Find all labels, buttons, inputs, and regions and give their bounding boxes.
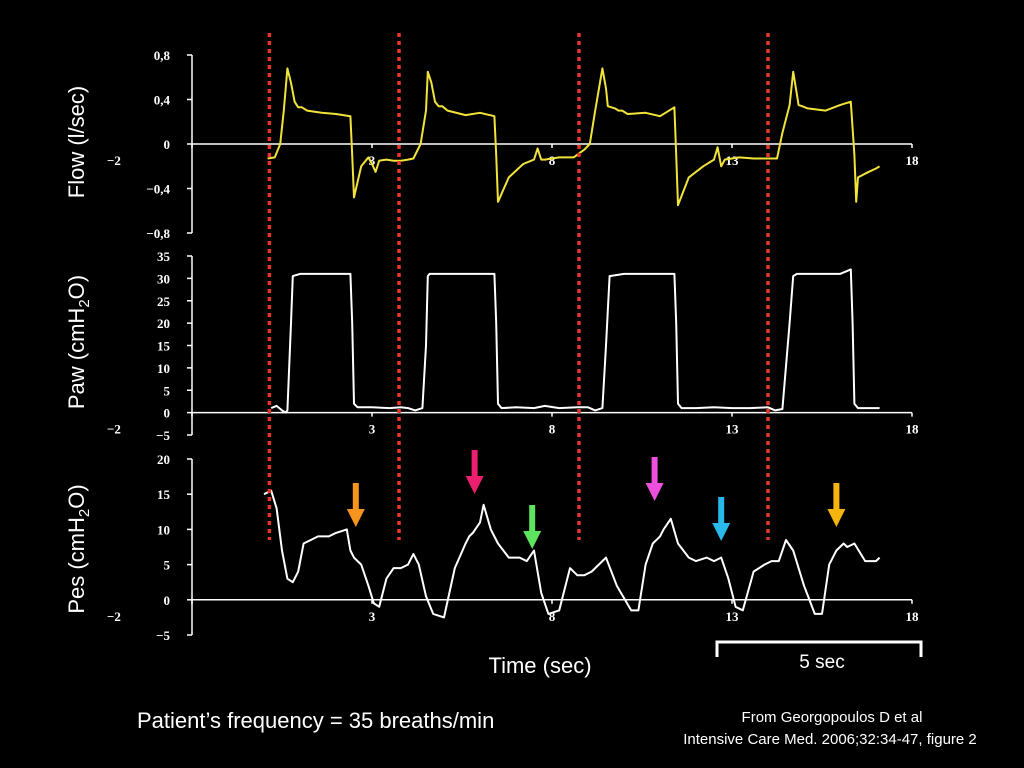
paw-y-tick-label: 0: [164, 406, 171, 421]
pes-x-tick-label: 3: [369, 609, 376, 624]
citation-line-2: Intensive Care Med. 2006;32:34-47, figur…: [683, 731, 977, 748]
paw-x-tick-label: 13: [726, 422, 740, 437]
flow-x-tick-label: 13: [726, 153, 740, 168]
paw-y-tick-label: 25: [157, 294, 171, 309]
paw-x-tick-label: 18: [906, 422, 920, 437]
flow-x-tick-label: 18: [906, 153, 920, 168]
flow-y-tick-label: −0,4: [146, 182, 170, 197]
flow-y-tick-label: 0,4: [154, 93, 171, 108]
arrow-pink-icon: [645, 457, 664, 501]
pes-y-tick-label: 0: [164, 593, 171, 608]
pes-y-tick-label: 20: [157, 452, 170, 467]
paw-y-tick-label: 5: [164, 383, 171, 398]
pes-x-tick-label: 8: [549, 609, 556, 624]
flow-y-tick-label: −0,8: [146, 226, 170, 241]
pes-x-tick-label: 13: [726, 609, 740, 624]
arrow-green-icon: [523, 505, 542, 549]
paw-y-tick-label: 20: [157, 316, 170, 331]
paw-x-tick-label: 8: [549, 422, 556, 437]
flow-panel: 0,8 0,4 0 −0,4 −0,8 −2 3 8 13 18: [107, 48, 919, 241]
paw-y-tick-label: 15: [157, 339, 171, 354]
pes-x-tick-label: 18: [906, 609, 920, 624]
time-axis-label: Time (sec): [488, 653, 591, 678]
pes-y-tick-label: 5: [164, 558, 171, 573]
paw-x-tick-label: 3: [369, 422, 376, 437]
pes-axis-title: Pes (cmH2O): [64, 484, 93, 613]
pes-y-tick-label: −5: [156, 628, 170, 643]
flow-axis-title: Flow (l/sec): [64, 86, 89, 198]
pes-x-tick-label: −2: [107, 609, 121, 624]
arrow-magenta-icon: [465, 450, 484, 494]
pes-trace: [263, 489, 881, 619]
flow-y-tick-label: 0,8: [154, 48, 171, 63]
paw-y-tick-label: 30: [157, 271, 170, 286]
patient-frequency-text: Patient’s frequency = 35 breaths/min: [137, 708, 494, 733]
arrow-orange-icon: [346, 483, 365, 527]
paw-y-tick-label: 35: [157, 249, 171, 264]
pes-panel: 20 15 10 5 0 −5 −2 3 8 13 18: [107, 452, 919, 643]
flow-axis-title-text: Flow (l/sec): [64, 86, 89, 198]
scale-bar-line: [715, 640, 923, 657]
paw-y-tick-label: −5: [156, 428, 170, 443]
paw-panel: 35 30 25 20 15 10 5 0 −5 −2 3 8 13 18: [107, 249, 919, 443]
flow-trace: [267, 67, 881, 207]
flow-y-tick-label: 0: [164, 137, 171, 152]
arrow-gold-icon: [827, 483, 846, 527]
pes-y-tick-label: 15: [157, 487, 171, 502]
paw-x-tick-label: −2: [107, 422, 121, 437]
citation-line-1: From Georgopoulos D et al: [742, 709, 923, 726]
flow-x-tick-label: 3: [369, 153, 376, 168]
paw-y-tick-label: 10: [157, 361, 170, 376]
scale-bar: 5 sec: [715, 640, 923, 673]
flow-x-tick-label: 8: [549, 153, 556, 168]
pes-y-tick-label: 10: [157, 522, 170, 537]
arrow-cyan-icon: [712, 497, 731, 541]
flow-x-tick-label: −2: [107, 153, 121, 168]
scale-bar-label: 5 sec: [799, 652, 844, 673]
paw-trace: [270, 268, 880, 414]
paw-axis-title: Paw (cmH2O): [64, 275, 93, 409]
